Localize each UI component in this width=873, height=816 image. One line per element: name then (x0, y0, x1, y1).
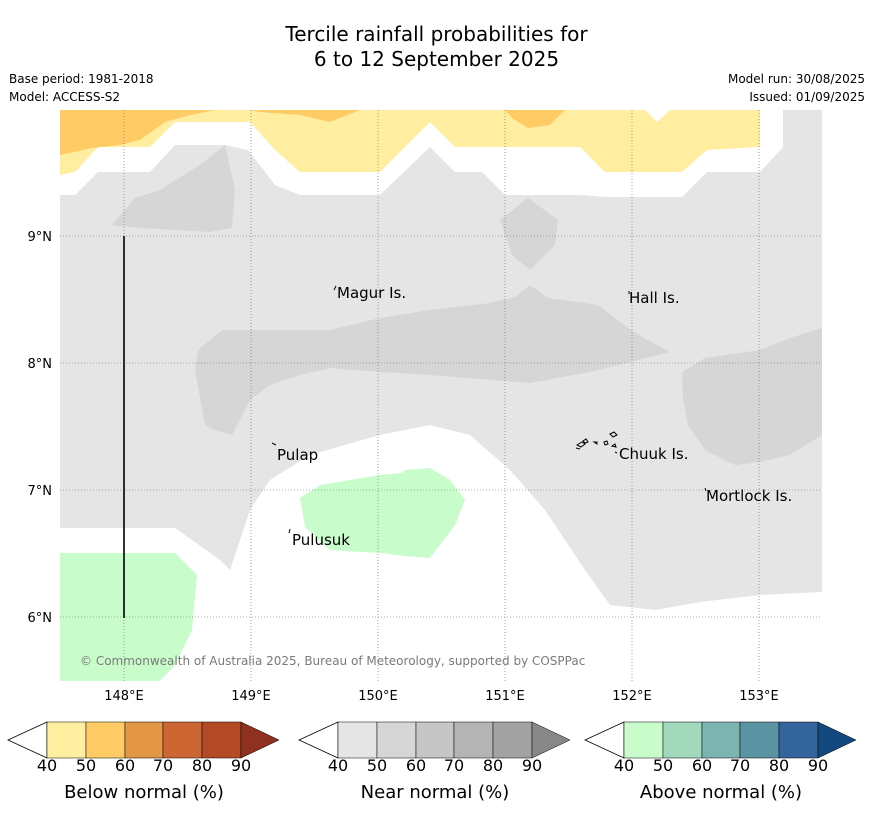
title-line-1: Tercile rainfall probabilities for (285, 22, 588, 46)
lat-tick-8n: 8°N (28, 357, 53, 372)
colorbar-above-swatch-50 (662, 721, 703, 759)
lon-tick-152e: 152°E (612, 689, 652, 704)
colorbar-near-tick-90: 90 (522, 756, 542, 775)
colorbar-above-swatch-70 (739, 721, 780, 759)
lat-tick-6n: 6°N (28, 611, 53, 626)
lon-tick-149e: 149°E (231, 689, 271, 704)
above-normal-40-region-southwest (60, 553, 197, 681)
place-label-mortlock: Mortlock Is. (706, 487, 792, 505)
colorbar-near-swatch-40 (337, 721, 378, 759)
place-label-chuuk: Chuuk Is. (619, 445, 688, 463)
near-normal-50-region-northeast (500, 198, 558, 270)
base-period-label: Base period: 1981-2018 (9, 72, 154, 86)
colorbar-above-tick-50: 50 (653, 756, 673, 775)
colorbar-near-min-arrow (298, 721, 339, 759)
colorbar-near-swatch-60 (415, 721, 455, 759)
colorbar-above-title: Above normal (%) (640, 782, 802, 803)
colorbar-near-normal: 40 50 60 70 80 90 Near normal (%) (298, 721, 571, 803)
colorbar-below-tick-70: 70 (153, 756, 173, 775)
colorbar-near-tick-60: 60 (406, 756, 426, 775)
colorbar-below-swatch-80 (201, 721, 242, 759)
colorbar-near-tick-70: 70 (444, 756, 464, 775)
near-normal-50-region-central (195, 285, 670, 435)
above-normal-40-region-central (300, 468, 465, 558)
chuuk-lagoon-islands (575, 431, 618, 454)
colorbar-below-tick-50: 50 (76, 756, 96, 775)
grid-lines (60, 110, 822, 681)
colorbar-above-normal: 40 50 60 70 80 90 Above normal (%) (584, 721, 857, 803)
colorbar-above-tick-70: 70 (730, 756, 750, 775)
meta-left: Base period: 1981-2018 Model: ACCESS-S2 (9, 70, 154, 106)
issued-label: Issued: 01/09/2025 (749, 90, 865, 104)
colorbar-above-swatch-60 (701, 721, 741, 759)
colorbar-near-swatch-80 (492, 721, 533, 759)
place-label-magur: Magur Is. (337, 284, 406, 302)
colorbar-above-tick-90: 90 (808, 756, 828, 775)
colorbar-below-tick-40: 40 (37, 756, 57, 775)
colorbar-above-swatch-80 (778, 721, 819, 759)
colorbar-below-normal: 40 50 60 70 80 90 Below normal (%) (7, 721, 280, 803)
magur-island-marker (333, 285, 337, 291)
near-normal-50-region-north (112, 145, 235, 232)
colorbar-near-tick-50: 50 (367, 756, 387, 775)
colorbar-above-min-arrow (584, 721, 625, 759)
colorbar-near-tick-80: 80 (483, 756, 503, 775)
below-normal-50-region-east (505, 110, 565, 128)
lat-ticks: 9°N 8°N 7°N 6°N (28, 230, 53, 626)
model-run-label: Model run: 30/08/2025 (727, 72, 865, 86)
colorbar-above-tick-80: 80 (769, 756, 789, 775)
pulap-island-marker (271, 442, 277, 446)
place-label-pulusuk: Pulusuk (292, 531, 350, 549)
colorbar-near-title: Near normal (%) (361, 782, 510, 803)
colorbar-below-tick-60: 60 (115, 756, 135, 775)
title-line-2: 6 to 12 September 2025 (313, 47, 560, 71)
map-title: Tercile rainfall probabilities for 6 to … (0, 22, 873, 72)
lon-ticks: 148°E 149°E 150°E 151°E 152°E 153°E (104, 689, 779, 704)
lon-tick-151e: 151°E (485, 689, 525, 704)
mortlock-island-marker (704, 487, 707, 492)
colorbar-near-tick-40: 40 (328, 756, 348, 775)
below-normal-50-region-central (250, 110, 360, 122)
colorbar-above-tick-40: 40 (614, 756, 634, 775)
colorbar-below-tick-80: 80 (192, 756, 212, 775)
colorbar-below-title: Below normal (%) (64, 782, 224, 803)
colorbar-above-tick-60: 60 (692, 756, 712, 775)
meta-right: Model run: 30/08/2025 Issued: 01/09/2025 (728, 70, 865, 106)
colorbar-below-swatch-70 (162, 721, 203, 759)
below-normal-50-region-west (60, 110, 215, 155)
colorbar-near-swatch-50 (376, 721, 417, 759)
colorbar-below-max-arrow (240, 721, 280, 759)
colorbar-near-max-arrow (531, 721, 571, 759)
colorbar-below-swatch-60 (124, 721, 164, 759)
lat-tick-7n: 7°N (28, 484, 53, 499)
no-data-notch (645, 110, 670, 122)
below-normal-40-region (60, 110, 760, 175)
place-label-hall: Hall Is. (629, 289, 680, 307)
pulusuk-island-marker (288, 528, 291, 534)
lon-tick-150e: 150°E (358, 689, 398, 704)
near-normal-50-region-east (682, 328, 822, 465)
colorbar-below-swatch-40 (46, 721, 87, 759)
colorbar-near-swatch-70 (453, 721, 494, 759)
island-markers (271, 285, 707, 534)
colorbar-above-max-arrow (817, 721, 857, 759)
colorbar-below-swatch-50 (85, 721, 126, 759)
map-panel: Magur Is. Hall Is. Pulap Chuuk Is. Mortl… (60, 110, 822, 681)
lat-tick-9n: 9°N (28, 230, 53, 245)
lon-tick-148e: 148°E (104, 689, 144, 704)
colorbar-below-tick-90: 90 (231, 756, 251, 775)
colorbar-below-min-arrow (7, 721, 48, 759)
lon-tick-153e: 153°E (739, 689, 779, 704)
colorbar-above-swatch-40 (623, 721, 664, 759)
copyright-notice: © Commonwealth of Australia 2025, Bureau… (80, 654, 585, 668)
model-label: Model: ACCESS-S2 (9, 90, 121, 104)
place-label-pulap: Pulap (277, 446, 318, 464)
